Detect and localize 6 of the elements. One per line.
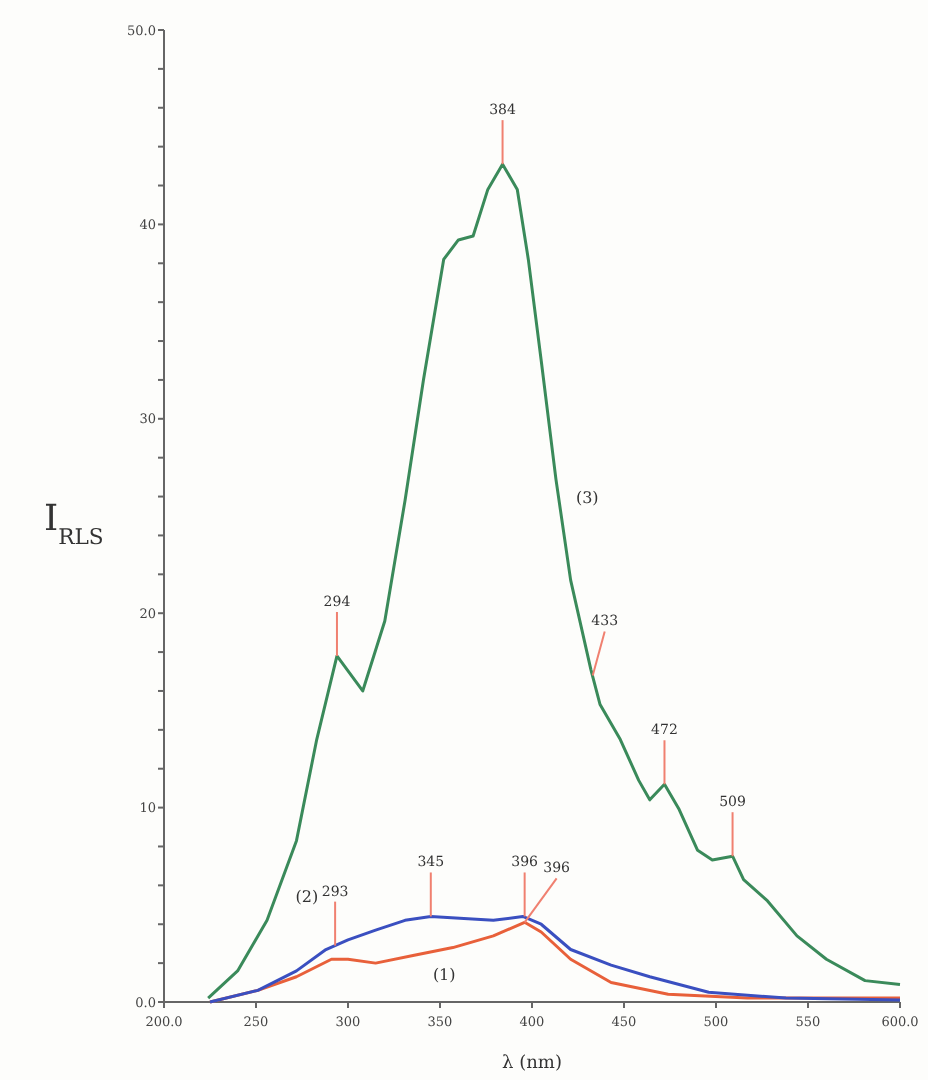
line-series: [206, 162, 902, 1000]
text: (2): [295, 888, 319, 907]
series-label: (3): [575, 489, 599, 508]
y-axis-title: I$_{RLS}$: [44, 498, 104, 549]
x-axis-title: λ (nm): [502, 1054, 562, 1074]
series-label: (1): [432, 965, 456, 984]
